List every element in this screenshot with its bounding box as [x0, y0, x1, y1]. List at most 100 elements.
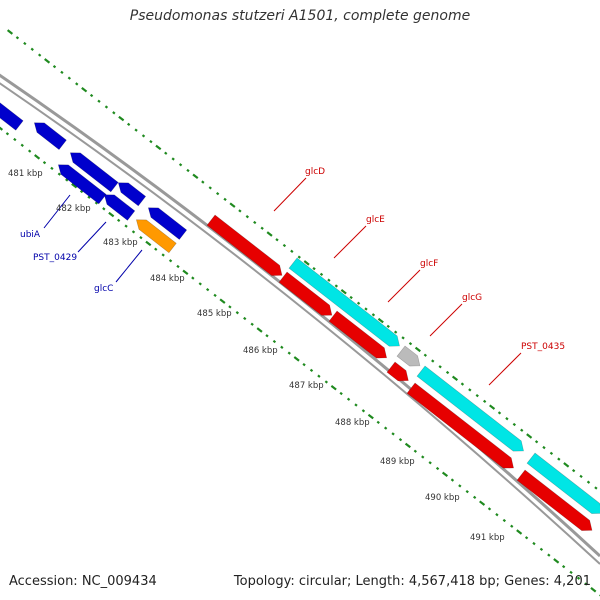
tick-mark [361, 409, 366, 413]
tick-mark [594, 486, 598, 490]
tick-mark [250, 322, 254, 326]
tick-mark [502, 518, 506, 523]
tick-mark [87, 195, 91, 199]
tick-mark [479, 500, 486, 506]
tick-mark [571, 469, 576, 473]
tick-mark [445, 370, 450, 375]
gene-feature-arrow [288, 257, 400, 347]
tick-mark [339, 391, 343, 396]
tick-mark [557, 457, 561, 461]
tick-mark [317, 374, 321, 378]
outer-tick-ring [6, 29, 598, 490]
kbp-label: 488 kbp [335, 418, 370, 428]
tick-mark [293, 356, 300, 362]
gene-feature-arrow [328, 310, 388, 359]
gene-label-leader [77, 221, 107, 253]
tick-mark [421, 455, 425, 459]
tick-mark [6, 29, 14, 35]
gene-feature-arrow [396, 345, 421, 367]
gene-label-leader [115, 249, 143, 283]
tick-mark [0, 126, 4, 131]
gene-label-leader [387, 269, 421, 303]
tick-mark [386, 324, 390, 328]
tick-mark [547, 553, 551, 557]
tick-mark [186, 168, 190, 173]
tick-mark [50, 166, 54, 171]
tick-mark [154, 247, 158, 251]
tick-mark [377, 317, 384, 324]
tick-mark [171, 157, 175, 161]
inner-tick-ring [0, 126, 600, 597]
tick-mark [401, 336, 405, 340]
feature-track [0, 102, 600, 531]
kbp-label: 482 kbp [56, 204, 91, 214]
gene-label-leader [43, 194, 71, 229]
tick-mark [312, 266, 316, 271]
gene-label: glcE [366, 215, 385, 225]
tick-mark [75, 82, 79, 86]
tick-mark [112, 111, 116, 115]
tick-mark [510, 524, 514, 528]
tick-mark [404, 442, 411, 449]
tick-mark [192, 173, 199, 180]
tick-mark [102, 207, 106, 211]
tick-mark [245, 215, 249, 219]
tick-mark [238, 209, 242, 213]
tick-mark [30, 47, 34, 51]
tick-mark [118, 115, 125, 122]
accession-text: Accession: NC_009434 [9, 574, 157, 589]
tick-mark [134, 128, 138, 132]
tick-mark [117, 218, 121, 222]
tick-mark [465, 489, 469, 494]
tick-mark [408, 342, 413, 346]
tick-mark [155, 144, 162, 151]
gene-label: glcD [305, 167, 325, 177]
kbp-label: 481 kbp [8, 169, 43, 179]
tick-mark [428, 461, 432, 465]
tick-mark [431, 359, 435, 363]
tick-mark [38, 53, 42, 57]
tick-mark [376, 420, 380, 424]
tick-mark [89, 93, 94, 98]
genome-summary-text: Topology: circular; Length: 4,567,418 bp… [233, 574, 591, 589]
tick-mark [367, 413, 374, 420]
gene-feature-arrow [516, 469, 593, 531]
tick-mark [532, 541, 536, 546]
tick-mark [13, 137, 17, 142]
tick-mark [534, 440, 539, 444]
tick-mark [435, 466, 440, 471]
tick-mark [309, 368, 314, 373]
tick-mark [213, 293, 217, 298]
tick-mark [149, 140, 153, 144]
tick-mark [266, 231, 273, 237]
tick-mark [495, 513, 499, 517]
gene-label-leader [273, 177, 307, 212]
tick-mark [468, 388, 472, 392]
gene-label-leader [333, 225, 367, 259]
tick-mark [413, 449, 417, 453]
tick-mark [302, 362, 306, 367]
tick-mark [208, 186, 212, 190]
gene-label: ubiA [20, 230, 41, 240]
tick-mark [483, 399, 487, 404]
tick-mark [505, 417, 509, 421]
gene-feature-arrow [406, 382, 514, 469]
tick-mark [28, 149, 32, 153]
tick-mark [487, 507, 492, 511]
tick-mark [235, 311, 239, 315]
label-leader-lines [43, 177, 522, 386]
tick-mark [223, 197, 227, 202]
tick-mark [586, 480, 591, 484]
tick-mark [280, 345, 284, 349]
tick-mark [497, 411, 502, 415]
tick-mark [414, 346, 421, 353]
kbp-label: 490 kbp [425, 493, 460, 503]
kbp-label: 484 kbp [150, 274, 185, 284]
tick-mark [71, 183, 78, 189]
tick-mark [391, 432, 395, 436]
tick-mark [438, 365, 442, 369]
gene-feature-arrow [526, 452, 600, 514]
tick-mark [319, 272, 324, 277]
tick-mark [124, 224, 128, 228]
tick-mark [191, 276, 195, 280]
